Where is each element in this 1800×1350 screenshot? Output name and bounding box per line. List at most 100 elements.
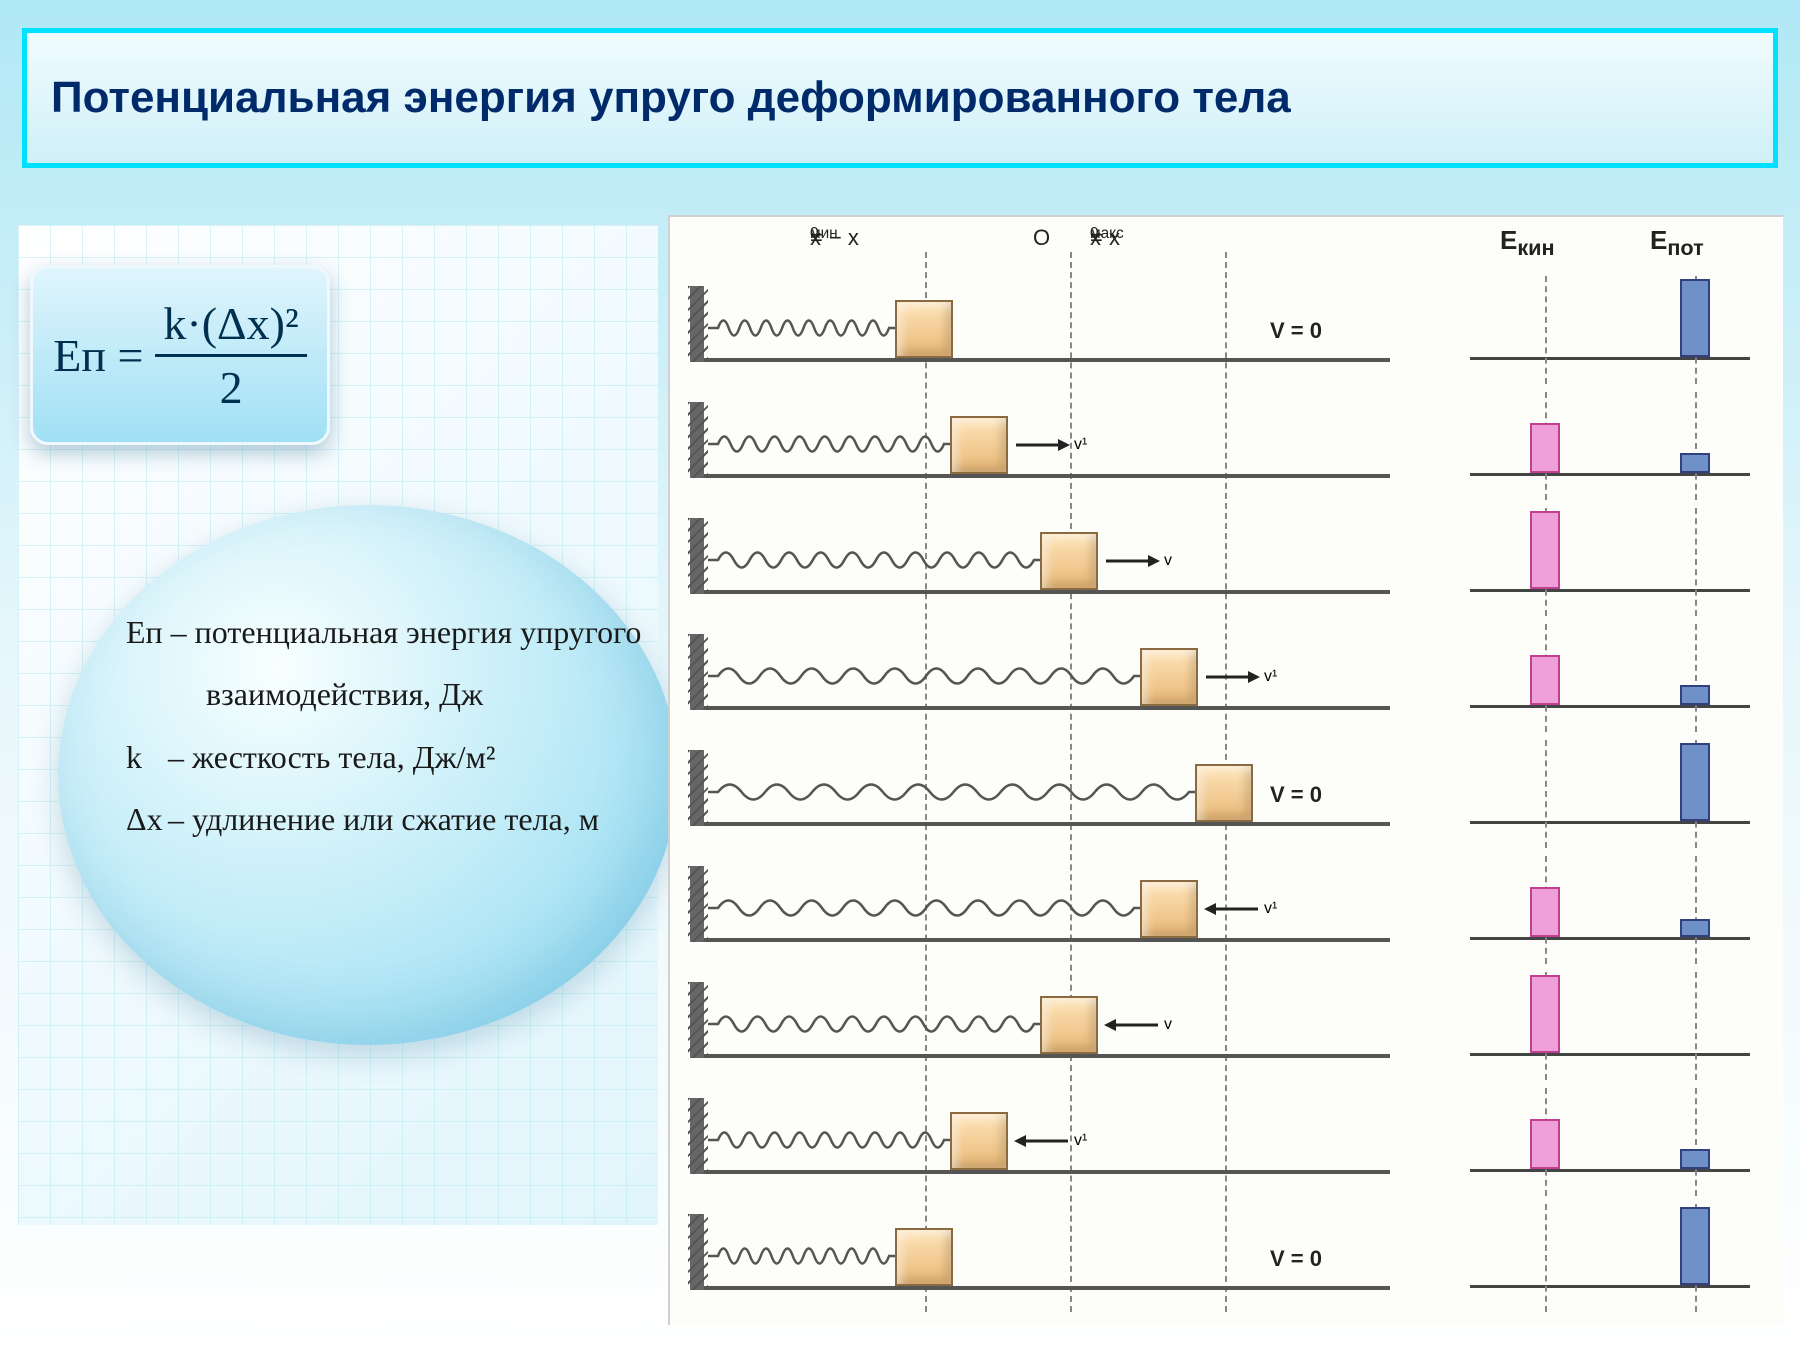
- formula-fraction: k·(Δx)² 2: [155, 297, 306, 414]
- mass-block: [1040, 996, 1098, 1054]
- velocity-text: V = 0: [1270, 782, 1322, 808]
- spring-row: v: [670, 968, 1783, 1084]
- pe-label: Eпот: [1650, 225, 1704, 261]
- energy-bars: [1470, 504, 1750, 620]
- ground-line: [690, 474, 1390, 478]
- spring-row: v¹: [670, 852, 1783, 968]
- spring-icon: [708, 890, 1140, 928]
- ke-guide: [1545, 740, 1547, 848]
- mass-block: [1140, 648, 1198, 706]
- spring-diagram: v¹: [690, 852, 1390, 968]
- wall: [690, 866, 704, 942]
- spring-icon: [708, 310, 895, 348]
- energy-bars: [1470, 736, 1750, 852]
- pe-guide: [1695, 508, 1697, 616]
- velocity-text: V = 0: [1270, 318, 1322, 344]
- wall: [690, 518, 704, 594]
- ke-bar: [1530, 1119, 1560, 1169]
- pe-bar: [1680, 279, 1710, 357]
- pe-bar: [1680, 919, 1710, 937]
- pe-bar: [1680, 685, 1710, 705]
- energy-bars: [1470, 1084, 1750, 1200]
- bar-baseline: [1470, 357, 1750, 360]
- energy-bars: [1470, 620, 1750, 736]
- ground-line: [690, 1286, 1390, 1290]
- mass-block: [895, 300, 953, 358]
- energy-labels: EEкинкин Eпот: [1460, 225, 1780, 273]
- bar-baseline: [1470, 1053, 1750, 1056]
- ground-line: [690, 706, 1390, 710]
- spring-row: V = 0: [670, 736, 1783, 852]
- ke-bar: [1530, 423, 1560, 473]
- wall: [690, 402, 704, 478]
- wall: [690, 286, 704, 362]
- left-panel: Eп = k·(Δx)² 2 Eп – потенциальная энерги…: [18, 225, 658, 1225]
- right-panel: xмин = − x0 O xмакс = x0 EEкинкин Eпот V…: [668, 215, 1783, 1325]
- spring-row: V = 0: [670, 272, 1783, 388]
- spring-icon: [708, 426, 950, 464]
- pe-guide: [1695, 624, 1697, 732]
- velocity-arrow: v¹: [1204, 900, 1281, 918]
- ke-guide: [1545, 276, 1547, 384]
- mass-block: [895, 1228, 953, 1286]
- ground-line: [690, 1170, 1390, 1174]
- definitions-text: Eп – потенциальная энергия упругого взаи…: [126, 605, 666, 855]
- spring-diagram: V = 0: [690, 736, 1390, 852]
- bar-baseline: [1470, 937, 1750, 940]
- spring-diagram: v¹: [690, 620, 1390, 736]
- ground-line: [690, 822, 1390, 826]
- wall: [690, 1214, 704, 1290]
- pe-guide: [1695, 856, 1697, 964]
- wall: [690, 750, 704, 826]
- pe-guide: [1695, 392, 1697, 500]
- energy-bars: [1470, 1200, 1750, 1316]
- pe-guide: [1695, 1088, 1697, 1196]
- spring-diagram: v¹: [690, 1084, 1390, 1200]
- ground-line: [690, 938, 1390, 942]
- axis-labels: xмин = − x0 O xмакс = x0: [670, 225, 1370, 273]
- bar-baseline: [1470, 589, 1750, 592]
- spring-rows: V = 0v¹vv¹V = 0v¹vv¹V = 0: [670, 272, 1783, 1316]
- mass-block: [1195, 764, 1253, 822]
- mass-block: [1040, 532, 1098, 590]
- spring-row: v¹: [670, 1084, 1783, 1200]
- wall: [690, 634, 704, 710]
- spring-diagram: v: [690, 968, 1390, 1084]
- pe-bar: [1680, 1149, 1710, 1169]
- velocity-arrow: v: [1104, 1016, 1176, 1034]
- mass-block: [950, 416, 1008, 474]
- velocity-arrow: v¹: [1014, 436, 1091, 454]
- definition-k: k– жесткость тела, Дж/м²: [126, 730, 666, 784]
- energy-bars: [1470, 388, 1750, 504]
- spring-icon: [708, 658, 1140, 696]
- spring-row: v¹: [670, 388, 1783, 504]
- spring-diagram: v¹: [690, 388, 1390, 504]
- mass-block: [950, 1112, 1008, 1170]
- ground-line: [690, 358, 1390, 362]
- wall: [690, 1098, 704, 1174]
- ke-bar: [1530, 655, 1560, 705]
- wall: [690, 982, 704, 1058]
- mass-block: [1140, 880, 1198, 938]
- velocity-arrow: v¹: [1204, 668, 1281, 686]
- pe-bar: [1680, 1207, 1710, 1285]
- velocity-text: V = 0: [1270, 1246, 1322, 1272]
- spring-icon: [708, 1238, 895, 1276]
- ke-bar: [1530, 887, 1560, 937]
- energy-bars: [1470, 968, 1750, 1084]
- bar-baseline: [1470, 473, 1750, 476]
- formula-denominator: 2: [220, 357, 243, 414]
- spring-row: V = 0: [670, 1200, 1783, 1316]
- energy-bars: [1470, 852, 1750, 968]
- bar-baseline: [1470, 1285, 1750, 1288]
- ke-guide: [1545, 1204, 1547, 1312]
- bar-baseline: [1470, 705, 1750, 708]
- page-title: Потенциальная энергия упруго деформирова…: [51, 73, 1291, 123]
- title-bar: Потенциальная энергия упруго деформирова…: [22, 28, 1778, 168]
- pe-guide: [1695, 972, 1697, 1080]
- bar-baseline: [1470, 1169, 1750, 1172]
- spring-diagram: V = 0: [690, 272, 1390, 388]
- spring-icon: [708, 774, 1195, 812]
- spring-icon: [708, 1006, 1040, 1044]
- ke-bar: [1530, 975, 1560, 1053]
